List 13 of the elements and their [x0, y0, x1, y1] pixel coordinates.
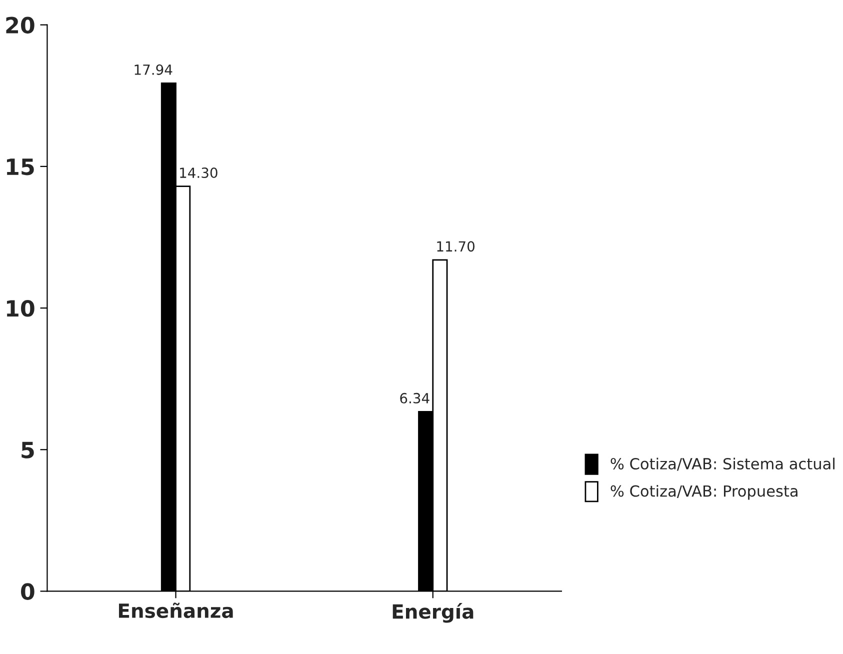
y-tick-label: 15	[6, 158, 34, 176]
x-tick-label: Energía	[392, 603, 474, 623]
legend-label: % Cotiza/VAB: Sistema actual	[610, 458, 834, 471]
x-tick-label: Enseñanza	[118, 602, 233, 618]
data-label: 17.94	[134, 64, 172, 75]
y-tick-label: 0	[21, 583, 34, 600]
data-label: 14.30	[180, 168, 218, 178]
data-label: 11.70	[437, 241, 474, 252]
y-tick-label: 5	[22, 442, 34, 458]
data-label: 6.34	[400, 392, 430, 404]
y-tick-label: 20	[6, 16, 34, 34]
y-tick-label: 10	[6, 300, 34, 317]
legend-label: % Cotiza/VAB: Propuesta	[610, 484, 798, 500]
